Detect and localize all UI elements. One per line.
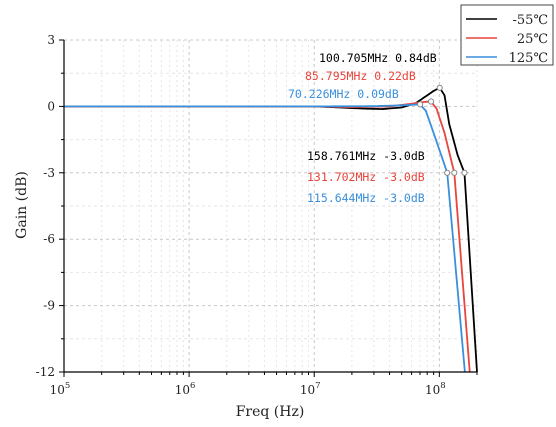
- annotation-point-4: [451, 169, 458, 176]
- annotation-markers: [417, 84, 468, 176]
- annotation-point-3: [461, 169, 468, 176]
- legend-label-2: 125℃: [509, 51, 548, 66]
- series-line-2: [64, 103, 466, 373]
- legend: -55℃ 25℃ 125℃: [460, 4, 554, 66]
- annotation-point-2: [417, 101, 424, 108]
- annotation-label-2: 70.226MHz 0.09dB: [288, 87, 399, 101]
- axes: [59, 39, 478, 377]
- legend-label-1: 25℃: [517, 32, 548, 47]
- y-tick-label: -9: [43, 299, 55, 313]
- y-tick-label: -12: [36, 365, 55, 379]
- series-line-0: [64, 86, 478, 373]
- annotations: 100.705MHz 0.84dB 85.795MHz 0.22dB 70.226M…: [288, 51, 437, 205]
- x-axis-label: Freq (Hz): [236, 404, 305, 420]
- series-line-1: [64, 100, 471, 373]
- annotation-label-0: 100.705MHz 0.84dB: [319, 51, 437, 65]
- y-tick-label: 0: [47, 99, 55, 113]
- x-tick-label: 106: [175, 381, 196, 397]
- grid: [63, 39, 478, 373]
- legend-label-0: -55℃: [513, 13, 548, 28]
- annotation-label-4: 131.702MHz -3.0dB: [307, 170, 425, 184]
- legend-box: [460, 4, 554, 66]
- annotation-label-3: 158.761MHz -3.0dB: [307, 149, 425, 163]
- y-axis-label: Gain (dB): [14, 171, 30, 239]
- x-tick-label: 108: [425, 381, 446, 397]
- y-tick-label: 3: [47, 33, 55, 47]
- annotation-label-1: 85.795MHz 0.22dB: [305, 69, 416, 83]
- y-tick-label: -3: [43, 166, 55, 180]
- x-tick-label: 107: [300, 381, 321, 397]
- x-tick-label: 105: [50, 381, 71, 397]
- annotation-point-5: [444, 169, 451, 176]
- y-tick-label: -6: [43, 232, 55, 246]
- annotation-label-5: 115.644MHz -3.0dB: [307, 191, 425, 205]
- annotation-point-0: [436, 84, 443, 91]
- annotation-point-1: [427, 98, 435, 105]
- series-lines: [64, 86, 478, 373]
